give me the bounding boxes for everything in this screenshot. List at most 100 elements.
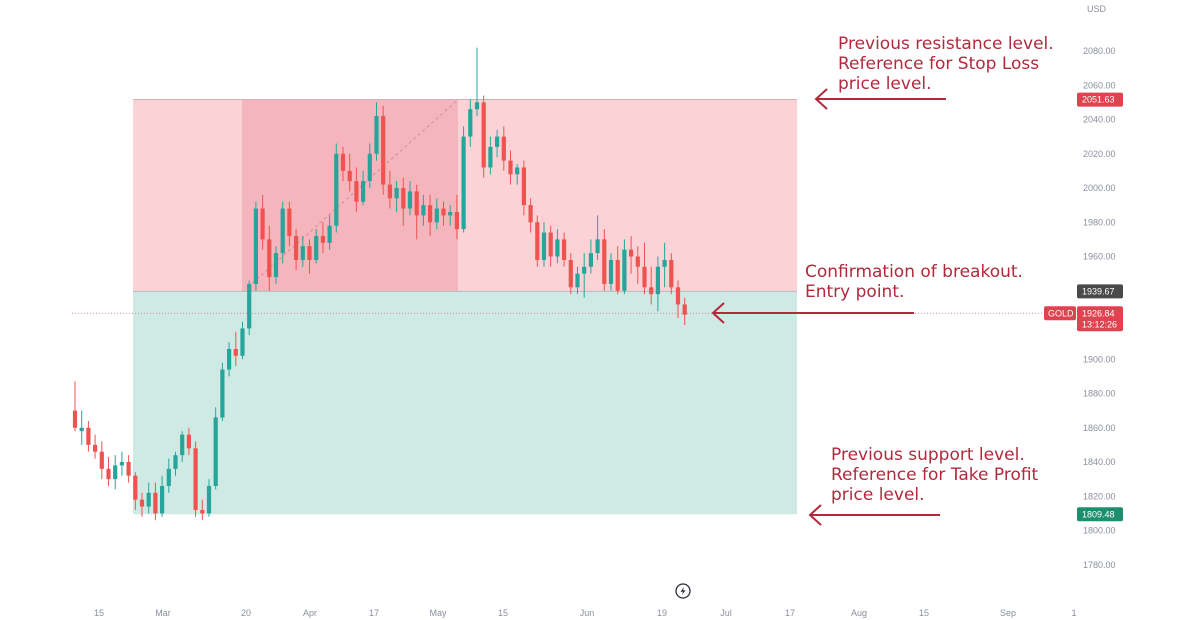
- candle-body: [461, 136, 466, 230]
- annotation-support-line-3: price level.: [831, 485, 925, 505]
- candle-body: [508, 160, 513, 175]
- annotation-entry-line-1: Confirmation of breakout.: [805, 262, 1023, 282]
- candle-body: [173, 455, 178, 469]
- candle-body: [273, 253, 279, 278]
- x-tick-label: 19: [657, 608, 667, 618]
- candle-body: [367, 153, 372, 182]
- candle-body: [153, 492, 158, 514]
- candle-body: [407, 191, 413, 209]
- lightning-icon[interactable]: [675, 583, 691, 599]
- resistance-badge-text: 2051.63: [1082, 95, 1115, 105]
- y-tick-label: 1780.00: [1083, 560, 1116, 570]
- candle-body: [401, 188, 406, 209]
- y-tick-label: 2000.00: [1083, 183, 1116, 193]
- candle-body: [421, 205, 426, 216]
- candle-body: [562, 239, 567, 260]
- candle-body: [414, 191, 419, 216]
- candle-body: [548, 232, 553, 257]
- candle-body: [354, 181, 359, 202]
- x-tick-label: 17: [785, 608, 795, 618]
- candle-body: [521, 167, 526, 206]
- left-arrow-icon: [711, 302, 914, 324]
- candle-body: [582, 266, 587, 274]
- resistance-badge: 2051.63: [1077, 92, 1123, 107]
- x-tick-label: 15: [498, 608, 508, 618]
- candle-body: [220, 369, 225, 418]
- annotation-resistance: Previous resistance level. Reference for…: [838, 34, 1054, 94]
- candle-body: [441, 208, 446, 216]
- x-axis: 15 Mar 20 Apr 17 May 15 Jun 19 Jul 17 Aug 15 Sep 1: [94, 608, 1077, 618]
- x-tick-label: Mar: [155, 608, 171, 618]
- candle-body: [454, 211, 459, 230]
- candle-body: [347, 170, 352, 182]
- candle-body: [629, 249, 634, 257]
- left-arrow-icon: [814, 88, 946, 110]
- candle-body: [528, 205, 533, 223]
- y-tick-label: 1980.00: [1083, 217, 1116, 227]
- support-badge: 1809.48: [1077, 507, 1123, 522]
- x-tick-label: Jul: [720, 608, 732, 618]
- candle-body: [280, 208, 285, 254]
- candle-body: [99, 451, 104, 469]
- candle-body: [361, 181, 366, 202]
- candle-body: [126, 462, 131, 476]
- candle-body: [568, 259, 573, 288]
- candle-body: [334, 153, 339, 226]
- candle-body: [86, 427, 91, 445]
- candle-body: [669, 259, 674, 288]
- candle-body: [267, 239, 272, 278]
- x-tick-label: 15: [919, 608, 929, 618]
- candle-body: [662, 259, 667, 267]
- y-tick-label: 2080.00: [1083, 46, 1116, 56]
- x-tick-label: 1: [1071, 608, 1076, 618]
- candle-body: [119, 462, 124, 466]
- support-badge-text: 1809.48: [1082, 509, 1115, 519]
- candle-body: [374, 116, 379, 154]
- candle-body: [488, 146, 493, 168]
- entry-badge: 1939.67: [1077, 284, 1123, 299]
- candle-body: [501, 136, 506, 161]
- candle-body: [200, 509, 205, 514]
- candle-body: [93, 444, 98, 452]
- candle-body: [139, 499, 145, 507]
- candle-body: [381, 116, 386, 185]
- candle-body: [588, 253, 593, 267]
- candle-body: [206, 485, 212, 514]
- candle-body: [240, 328, 245, 356]
- annotation-resistance-line-1: Previous resistance level.: [838, 34, 1054, 54]
- candle-body: [608, 259, 614, 284]
- candle-body: [474, 102, 480, 110]
- candle-body: [307, 246, 312, 260]
- candle-body: [327, 225, 332, 243]
- candle-body: [260, 208, 265, 240]
- trend-dashed-line: [247, 99, 459, 288]
- take-profit-zone: [133, 291, 797, 515]
- y-tick-label: 1900.00: [1083, 354, 1116, 364]
- y-tick-label: 1800.00: [1083, 526, 1116, 536]
- candle-body: [113, 465, 118, 480]
- candle-body: [575, 273, 580, 288]
- x-tick-label: Jun: [580, 608, 595, 618]
- candle-body: [675, 287, 681, 305]
- candle-body: [160, 485, 165, 514]
- candle-body: [227, 348, 232, 370]
- candle-body: [555, 239, 560, 257]
- annotation-resistance-line-3: price level.: [838, 74, 932, 94]
- candle-body: [495, 136, 500, 147]
- candle-body: [649, 287, 654, 295]
- candle-body: [253, 208, 258, 284]
- y-tick-label: 1960.00: [1083, 252, 1116, 262]
- annotation-entry-line-2: Entry point.: [805, 282, 904, 302]
- candle-body: [635, 256, 640, 267]
- y-tick-label: 2020.00: [1083, 149, 1116, 159]
- candle-body: [233, 348, 238, 356]
- candle-body: [468, 109, 473, 137]
- candle-body: [481, 102, 486, 168]
- annotation-arrows: [711, 88, 946, 526]
- candle-body: [448, 211, 453, 216]
- candle-body: [434, 208, 439, 223]
- annotation-support-line-1: Previous support level.: [831, 445, 1025, 465]
- candle-body: [655, 266, 660, 295]
- candle-body: [300, 246, 305, 260]
